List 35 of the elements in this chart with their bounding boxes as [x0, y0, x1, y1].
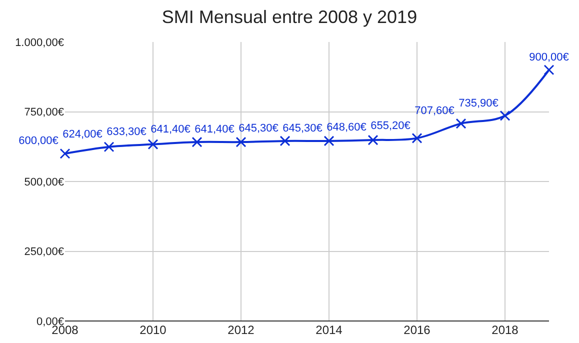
data-label: 707,60€ — [414, 105, 454, 118]
x-tick-label: 2014 — [316, 323, 343, 337]
x-tick-label: 2010 — [140, 323, 167, 337]
y-tick-label: 750,00€ — [24, 106, 64, 119]
point — [236, 136, 246, 148]
point — [192, 136, 202, 148]
data-label: 900,00€ — [529, 52, 569, 64]
point — [60, 148, 70, 159]
data-label: 645,30€ — [238, 122, 278, 135]
point — [280, 136, 290, 146]
point — [104, 142, 114, 152]
data-label: 641,40€ — [150, 124, 190, 136]
point — [148, 139, 158, 150]
x-tick-label: 2018 — [492, 323, 519, 337]
point — [368, 134, 378, 146]
x-tick-label: 2016 — [404, 323, 431, 337]
data-label: 641,40€ — [194, 124, 234, 136]
x-tick-label: 2012 — [228, 323, 255, 337]
y-tick-label: 250,00€ — [24, 246, 64, 258]
data-label: 648,60€ — [326, 122, 366, 134]
data-label: 655,20€ — [370, 120, 410, 132]
point — [456, 118, 466, 129]
data-label: 624,00€ — [62, 128, 102, 141]
point — [500, 110, 510, 121]
point — [412, 132, 422, 144]
data-label: 645,30€ — [282, 122, 322, 135]
chart-title: SMI Mensual entre 2008 y 2019 — [162, 6, 418, 27]
data-label: 735,90€ — [458, 97, 498, 110]
y-tick-label: 0,00€ — [36, 316, 64, 328]
point — [544, 64, 554, 76]
data-label: 633,30€ — [106, 126, 146, 138]
y-tick-label: 1.000,00€ — [15, 36, 64, 49]
point — [324, 136, 334, 146]
y-tick-label: 500,00€ — [24, 176, 64, 188]
data-label: 600,00€ — [18, 135, 58, 148]
